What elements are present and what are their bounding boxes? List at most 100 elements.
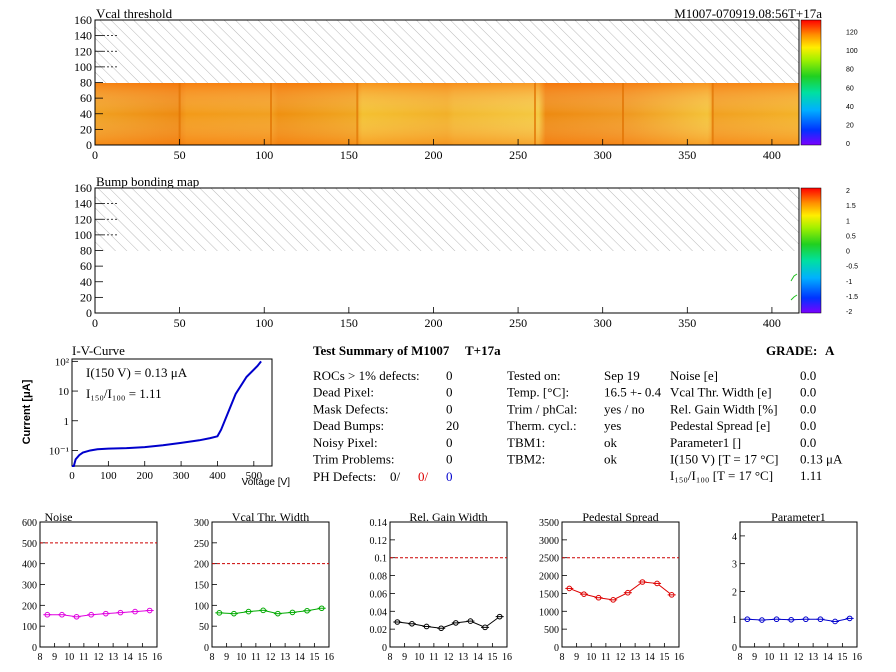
x-tick-label: 100	[255, 148, 273, 162]
x-tick-label: 400	[763, 316, 781, 330]
color-scale-tick: 2	[846, 188, 850, 195]
x-tick-label: 8	[388, 652, 393, 663]
summary-value: 20	[446, 418, 459, 433]
trend-title: Pedestal Spread	[582, 510, 658, 524]
y-tick-label: 150	[194, 581, 209, 592]
x-tick-label: 13	[280, 652, 290, 663]
summary-value: yes	[604, 418, 621, 433]
x-tick-label: 11	[429, 652, 439, 663]
iv-ylabel: Current [μA]	[21, 379, 33, 444]
summary-value: ok	[604, 452, 618, 467]
x-tick-label: 11	[251, 652, 261, 663]
summary-col-parameters: Noise [e] 0.0 Vcal Thr. Width [e] 0.0 Rel. G…	[670, 368, 843, 483]
x-tick-label: 200	[424, 316, 442, 330]
x-tick-label: 13	[458, 652, 468, 663]
ph-defects-value-2: 0/	[418, 469, 429, 484]
color-scale	[800, 19, 822, 146]
summary-value: 0.0	[800, 401, 816, 416]
x-tick-label: 300	[594, 148, 612, 162]
iv-annotation-current: I(150 V) = 0.13 μA	[86, 365, 188, 380]
x-tick-label: 400	[209, 470, 226, 482]
color-scale-tick: -1	[846, 279, 852, 286]
trend-title: Rel. Gain Width	[409, 510, 487, 524]
x-tick-label: 10	[586, 652, 596, 663]
hatched-area	[95, 188, 799, 251]
y-tick-label: 1	[732, 615, 737, 626]
x-tick-label: 15	[837, 652, 847, 663]
dead-bump-marks	[790, 294, 798, 301]
summary-label: TBM2:	[507, 452, 545, 467]
x-tick-label: 400	[763, 148, 781, 162]
y-tick-label: 0	[86, 306, 92, 320]
x-tick-label: 16	[152, 652, 162, 663]
x-tick-label: 16	[852, 652, 862, 663]
x-axis: 0 50 100 150 200 250 300 350 400	[92, 139, 781, 162]
x-tick-label: 13	[808, 652, 818, 663]
summary-label: Dead Bumps:	[313, 418, 384, 433]
y-tick-label: 60	[80, 91, 92, 105]
summary-label: Tested on:	[507, 368, 561, 383]
x-tick-label: 350	[678, 316, 696, 330]
map-title: Bump bonding map	[96, 174, 199, 189]
y-tick-label: 120	[74, 212, 92, 226]
summary-tag: T+17a	[465, 343, 501, 358]
ph-defects-value-1: 0/	[390, 469, 401, 484]
summary-value: 0.0	[800, 418, 816, 433]
x-tick-label: 9	[574, 652, 579, 663]
color-scale	[800, 187, 822, 314]
summary-label: I(150 V) [T = 17 °C]	[670, 452, 778, 467]
y-tick-label: 100	[74, 60, 92, 74]
x-tick-label: 15	[137, 652, 147, 663]
x-tick-label: 16	[502, 652, 512, 663]
color-scale-tick: 120	[846, 30, 858, 37]
y-tick-label: 0	[204, 643, 209, 654]
y-tick-label: 0.08	[370, 572, 388, 583]
x-tick-label: 12	[794, 652, 804, 663]
summary-label: Parameter1 []	[670, 435, 741, 450]
y-tick-label: 0.14	[370, 518, 388, 529]
color-scale-tick: 0.5	[846, 233, 856, 240]
heatmap-shade	[95, 83, 799, 145]
color-scale-tick: 1.5	[846, 203, 856, 210]
color-scale-tick: 0	[846, 141, 850, 148]
y-tick-label: 200	[22, 601, 37, 612]
color-scale-tick: 80	[846, 67, 854, 74]
x-tick-label: 200	[136, 470, 153, 482]
iv-title: I-V-Curve	[72, 343, 125, 358]
y-tick-label: 0.12	[370, 536, 388, 547]
summary-label: Temp. [°C]:	[507, 385, 569, 400]
x-tick-label: 350	[678, 148, 696, 162]
x-tick-label: 11	[601, 652, 611, 663]
x-tick-label: 10	[764, 652, 774, 663]
x-tick-label: 10	[64, 652, 74, 663]
x-tick-label: 14	[823, 652, 833, 663]
x-tick-label: 14	[645, 652, 655, 663]
x-tick-label: 250	[509, 316, 527, 330]
y-tick-label: 2500	[539, 554, 559, 565]
x-tick-label: 11	[779, 652, 789, 663]
x-tick-label: 9	[52, 652, 57, 663]
summary-label: Pedestal Spread [e]	[670, 418, 770, 433]
y-tick-label: 60	[80, 259, 92, 273]
x-tick-label: 200	[424, 148, 442, 162]
y-tick-label: 3500	[539, 518, 559, 529]
summary-value: 0	[446, 368, 453, 383]
y-tick-label: 140	[74, 29, 92, 43]
y-tick-label: 80	[80, 244, 92, 258]
summary-value: 1.11	[800, 468, 822, 483]
y-tick-label: 3	[732, 560, 737, 571]
trend-plot-vcal-thr-width: Vcal Thr. Width 8 9 10 11 12 13 14 15 16 0 50 100 150…	[194, 510, 334, 663]
iv-curve-chart: I-V-Curve 0 100 200 300 400 500 10⁻¹ 1 10 10² I(1…	[21, 343, 290, 488]
summary-label: Noisy Pixel:	[313, 435, 378, 450]
x-tick-label: 12	[616, 652, 626, 663]
summary-value: 0	[446, 435, 453, 450]
summary-label: Dead Pixel:	[313, 385, 374, 400]
iv-xlabel: Voltage [V]	[242, 477, 291, 488]
x-tick-label: 11	[79, 652, 89, 663]
y-tick-label: 40	[80, 275, 92, 289]
y-tick-label: 120	[74, 44, 92, 58]
x-tick-label: 500	[246, 470, 263, 482]
